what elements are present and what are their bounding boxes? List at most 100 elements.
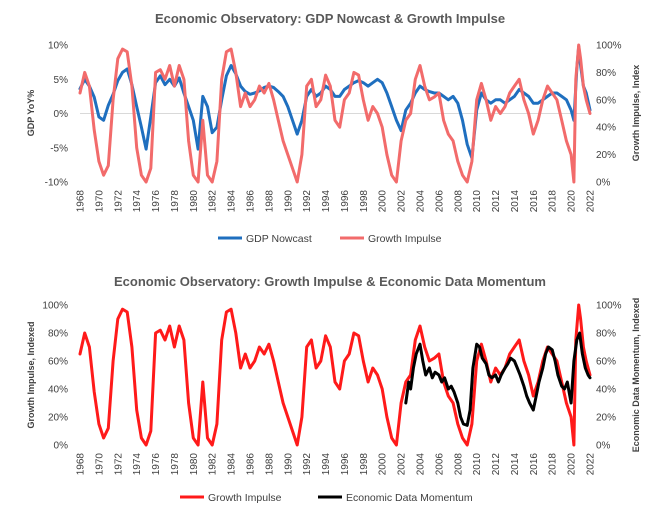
y-right-tick-label: 40% [596,385,616,396]
x-tick-label: 2000 [378,190,389,213]
x-tick-label: 1974 [132,453,143,476]
y-right-tick-label: 20% [596,150,616,161]
x-tick-label: 1990 [283,190,294,213]
x-tick-label: 2014 [510,453,521,476]
x-tick-label: 1990 [283,453,294,476]
x-tick-label: 1998 [359,453,370,476]
y-left-tick-label: -10% [45,178,68,189]
x-tick-label: 1988 [264,190,275,213]
x-tick-label: 1978 [170,453,181,476]
x-tick-label: 2002 [397,453,408,476]
chart-1-left-axis-label: GDP YoY% [26,90,36,137]
x-tick-label: 1986 [246,190,257,213]
x-tick-label: 2016 [529,453,540,476]
x-tick-label: 1968 [76,453,87,476]
chart-2-title: Economic Observatory: Growth Impulse & E… [114,274,546,289]
y-left-tick-label: 20% [48,413,68,424]
x-tick-label: 2012 [491,190,502,213]
x-tick-label: 1988 [264,453,275,476]
x-tick-label: 2006 [434,190,445,213]
x-tick-label: 2006 [434,453,445,476]
x-tick-label: 2012 [491,453,502,476]
y-right-tick-label: 60% [596,95,616,106]
x-tick-label: 1996 [340,453,351,476]
x-tick-label: 1972 [113,453,124,476]
y-left-tick-label: 0% [54,109,69,120]
x-tick-label: 1996 [340,190,351,213]
y-right-tick-label: 0% [596,178,611,189]
y-left-tick-label: 40% [48,385,68,396]
chart-1-left-ticks: 10% 5% 0% -5% -10% [45,41,68,189]
chart-2: Economic Observatory: Growth Impulse & E… [26,274,641,504]
legend-label-economic-data-momentum: Economic Data Momentum [346,492,473,504]
x-tick-label: 1976 [151,190,162,213]
series-line-growth-impulse [78,303,592,447]
y-right-tick-label: 100% [596,41,622,52]
y-right-tick-label: 80% [596,329,616,340]
x-tick-label: 2022 [586,453,597,476]
chart-1-legend: GDP Nowcast Growth Impulse [218,233,442,245]
series-line-gdp-nowcast [78,44,592,160]
x-tick-label: 1980 [189,190,200,213]
x-tick-label: 2010 [472,190,483,213]
x-tick-label: 2004 [416,453,427,476]
x-tick-label: 1992 [302,190,313,213]
chart-2-x-ticks: 1968 1970 1972 1974 1976 1978 1980 1982 1984 1986… [76,453,597,476]
chart-1-right-ticks: 100% 80% 60% 40% 20% 0% [596,41,622,189]
y-right-tick-label: 60% [596,357,616,368]
chart-2-right-axis-label: Economic Data Momentum, Indexed [631,298,641,453]
x-tick-label: 2020 [567,190,578,213]
chart-1-series [78,43,592,184]
y-right-tick-label: 100% [596,301,622,312]
y-left-tick-label: 80% [48,329,68,340]
y-right-tick-label: 80% [596,68,616,79]
x-tick-label: 2018 [548,453,559,476]
chart-2-legend: Growth Impulse Economic Data Momentum [180,492,473,504]
x-tick-label: 1970 [94,190,105,213]
chart-1-title: Economic Observatory: GDP Nowcast & Grow… [155,11,505,26]
x-tick-label: 1972 [113,190,124,213]
chart-1-right-axis-label: Growth Impulse, Index [631,65,641,162]
y-right-tick-label: 20% [596,413,616,424]
x-tick-label: 1974 [132,190,143,213]
x-tick-label: 2002 [397,190,408,213]
x-tick-label: 2000 [378,453,389,476]
x-tick-label: 1984 [227,190,238,213]
x-tick-label: 2018 [548,190,559,213]
x-tick-label: 1992 [302,453,313,476]
x-tick-label: 1984 [227,453,238,476]
x-tick-label: 1978 [170,190,181,213]
x-tick-label: 1982 [208,453,219,476]
x-tick-label: 1970 [94,453,105,476]
chart-2-right-ticks: 100% 80% 60% 40% 20% 0% [596,301,622,452]
x-tick-label: 1998 [359,190,370,213]
y-left-tick-label: 60% [48,357,68,368]
y-left-tick-label: 10% [48,41,68,52]
y-left-tick-label: 100% [42,301,68,312]
chart-1-x-ticks: 1968 1970 1972 1974 1976 1978 1980 1982 1984 1986… [76,190,597,213]
legend-label-gdp-nowcast: GDP Nowcast [246,233,312,245]
y-left-tick-label: 5% [54,75,69,86]
x-tick-label: 2010 [472,453,483,476]
y-right-tick-label: 0% [596,441,611,452]
chart-2-left-axis-label: Growth Impulse, Indexed [26,321,36,428]
series-line-economic-data-momentum [404,331,592,427]
x-tick-label: 1980 [189,453,200,476]
x-tick-label: 1994 [321,453,332,476]
y-left-tick-label: 0% [54,441,69,452]
x-tick-label: 1982 [208,190,219,213]
x-tick-label: 1968 [76,190,87,213]
chart-1: Economic Observatory: GDP Nowcast & Grow… [26,11,641,245]
x-tick-label: 2016 [529,190,540,213]
x-tick-label: 2004 [416,190,427,213]
chart-2-series [78,303,592,447]
series-line-growth-impulse [78,43,592,184]
x-tick-label: 2022 [586,190,597,213]
x-tick-label: 2008 [453,190,464,213]
chart-2-left-ticks: 100% 80% 60% 40% 20% 0% [42,301,68,452]
x-tick-label: 1986 [246,453,257,476]
x-tick-label: 2020 [567,453,578,476]
x-tick-label: 1976 [151,453,162,476]
